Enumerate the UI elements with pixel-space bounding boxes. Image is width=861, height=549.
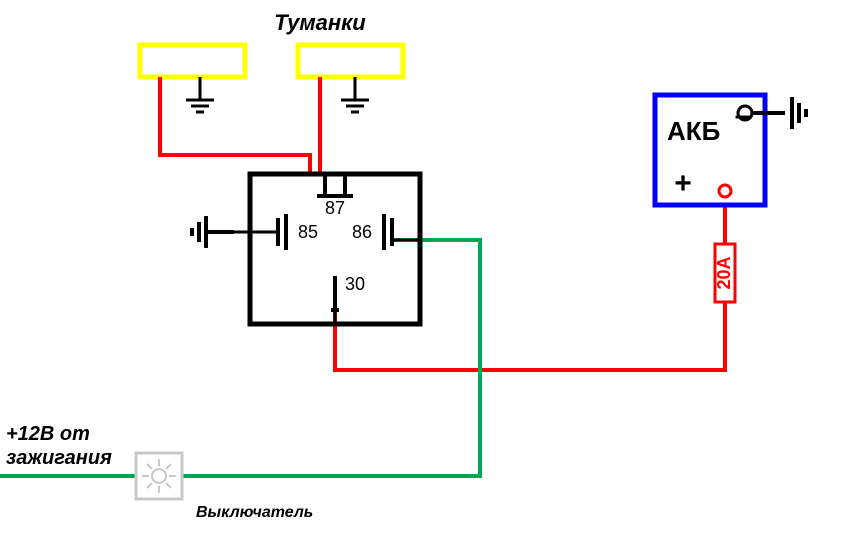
ignition-label-1: +12В от — [6, 423, 90, 445]
wire-green — [182, 240, 480, 476]
battery-plus: + — [674, 167, 692, 200]
wire-red — [335, 297, 725, 370]
title-label: Туманки — [274, 10, 366, 35]
relay-pin-30: 30 — [345, 274, 365, 294]
fuse-label: 20А — [714, 256, 734, 289]
fog-lamp-1 — [140, 45, 245, 77]
switch-label: Выключатель — [196, 504, 313, 521]
wire-red — [160, 77, 310, 174]
relay-pin-87: 87 — [325, 198, 345, 218]
ignition-label-2: зажигания — [6, 447, 112, 469]
battery-label: АКБ — [667, 116, 720, 146]
fog-lamp-2 — [298, 45, 403, 77]
relay-pin-85: 85 — [298, 222, 318, 242]
battery-plus-terminal — [719, 185, 731, 197]
wiring-diagram: Туманки87858630АКБ–+20АВыключатель+12В о… — [0, 0, 861, 549]
relay-pin-86: 86 — [352, 222, 372, 242]
